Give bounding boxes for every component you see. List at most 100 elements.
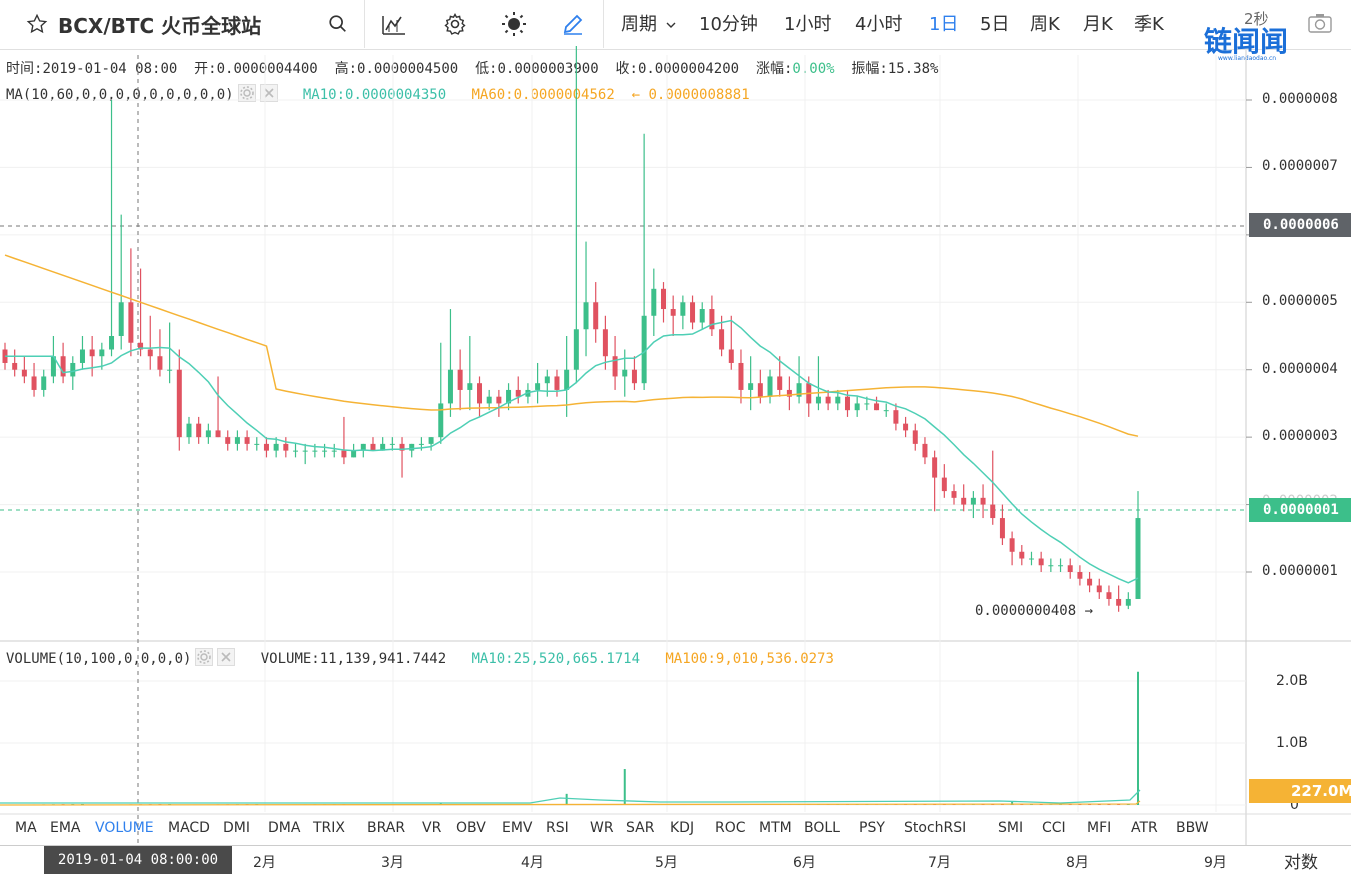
period-quarter[interactable]: 季K	[1134, 14, 1164, 35]
indicator-tab-smi[interactable]: SMI	[998, 820, 1024, 836]
indicator-tab-dmi[interactable]: DMI	[223, 820, 250, 836]
candle-body	[1125, 598, 1131, 606]
period-week[interactable]: 周K	[1030, 14, 1060, 35]
volume-value: VOLUME:11,139,941.7442	[260, 651, 447, 667]
indicator-tab-emv[interactable]: EMV	[502, 820, 533, 836]
indicator-tab-volume[interactable]: VOLUME	[95, 820, 154, 836]
candle-body	[50, 356, 56, 377]
pencil-draw-icon[interactable]	[558, 9, 588, 39]
symbol-title[interactable]: BCX/BTC 火币全球站	[58, 13, 262, 38]
search-icon[interactable]	[323, 9, 353, 39]
price-tick: 0.0000008	[1262, 91, 1338, 107]
volume-tick: 2.0B	[1276, 673, 1308, 689]
candle-body	[186, 423, 192, 438]
candle-body	[118, 302, 124, 336]
indicator-tab-stochrsi[interactable]: StochRSI	[904, 820, 967, 836]
indicator-tab-bbw[interactable]: BBW	[1176, 820, 1209, 836]
candle-body	[786, 389, 792, 397]
candle-body	[225, 437, 231, 444]
ma60-value: MA60:0.0000004562 ← 0.0000008881	[471, 87, 750, 103]
star-icon[interactable]	[22, 9, 52, 39]
candle-body	[389, 443, 395, 445]
volume-indicator-name: VOLUME(10,100,0,0,0,0)	[6, 651, 192, 667]
period-5d[interactable]: 5日	[980, 14, 1010, 35]
month-label: 6月	[793, 855, 816, 871]
ma-indicator-name: MA(10,60,0,0,0,0,0,0,0,0,0)	[6, 87, 234, 103]
volume-settings-button[interactable]	[195, 648, 214, 666]
indicator-tab-mtm[interactable]: MTM	[759, 820, 792, 836]
price-tick: 0.0000001	[1262, 563, 1338, 579]
indicator-tab-roc[interactable]: ROC	[715, 820, 746, 836]
candle-body	[631, 369, 637, 384]
candle-body	[1135, 518, 1141, 599]
candle-body	[612, 356, 618, 377]
open-value: 0.0000004400	[216, 61, 318, 77]
close-value: 0.0000004200	[637, 61, 740, 77]
candle-body	[215, 430, 221, 438]
candle-body	[109, 336, 115, 350]
period-10min[interactable]: 10分钟	[699, 14, 758, 35]
indicator-tab-dma[interactable]: DMA	[268, 820, 301, 836]
period-dropdown[interactable]: 周期	[621, 10, 676, 36]
amplitude-value: 15.38%	[887, 61, 939, 77]
period-1d[interactable]: 1日	[929, 14, 959, 35]
ma-close-button[interactable]	[259, 84, 278, 102]
candle-body	[622, 369, 628, 377]
indicator-tab-cci[interactable]: CCI	[1042, 820, 1066, 836]
chart-type-icon[interactable]	[379, 9, 409, 39]
candle-body	[602, 329, 608, 357]
indicator-tab-vr[interactable]: VR	[422, 820, 442, 836]
candle-body	[815, 396, 821, 404]
candle-body	[1009, 538, 1015, 552]
candlestick-chart[interactable]	[0, 0, 1351, 845]
ma10-line	[5, 319, 1139, 584]
period-2s-partial[interactable]: 2秒	[1244, 10, 1269, 28]
candle-body	[341, 450, 347, 458]
volume-ma10-line	[0, 789, 1141, 804]
period-4h[interactable]: 4小时	[855, 14, 903, 35]
candle-body	[370, 443, 376, 451]
candle-body	[970, 497, 976, 505]
indicator-tab-macd[interactable]: MACD	[168, 820, 210, 836]
indicator-tab-atr[interactable]: ATR	[1131, 820, 1158, 836]
indicator-tab-sar[interactable]: SAR	[626, 820, 655, 836]
change-value: 0.00%	[792, 61, 835, 77]
indicator-tab-mfi[interactable]: MFI	[1087, 820, 1112, 836]
volume-tick: 1.0B	[1276, 735, 1308, 751]
candle-body	[660, 288, 666, 310]
high-value: 0.0000004500	[357, 61, 459, 77]
indicator-tab-boll[interactable]: BOLL	[804, 820, 840, 836]
candle-body	[883, 410, 889, 412]
volume-close-button[interactable]	[217, 648, 236, 666]
indicator-tab-ema[interactable]: EMA	[50, 820, 81, 836]
candle-body	[302, 450, 308, 452]
indicator-tab-kdj[interactable]: KDJ	[670, 820, 695, 836]
period-month[interactable]: 月K	[1083, 14, 1113, 35]
candle-body	[244, 437, 250, 444]
candle-body	[409, 443, 415, 451]
ma-settings-button[interactable]	[237, 84, 256, 102]
gear-icon[interactable]	[440, 9, 470, 39]
indicator-tab-rsi[interactable]: RSI	[546, 820, 569, 836]
candle-body	[1116, 598, 1122, 606]
theme-sun-icon[interactable]	[499, 9, 529, 39]
month-label: 2月	[253, 855, 276, 871]
camera-icon[interactable]	[1305, 8, 1335, 38]
low-price-value: 0.0000000408	[975, 603, 1077, 619]
period-1h[interactable]: 1小时	[784, 14, 832, 35]
change-label: 涨幅:	[755, 61, 793, 77]
indicator-tab-ma[interactable]: MA	[15, 820, 37, 836]
candle-body	[535, 383, 541, 390]
indicator-tab-trix[interactable]: TRIX	[313, 820, 345, 836]
candle-body	[79, 349, 85, 363]
indicator-tab-brar[interactable]: BRAR	[367, 820, 406, 836]
candle-body	[709, 309, 715, 330]
indicator-tab-wr[interactable]: WR	[590, 820, 614, 836]
log-scale-button[interactable]: 对数	[1284, 853, 1318, 873]
indicator-tab-psy[interactable]: PSY	[859, 820, 885, 836]
candle-body	[670, 309, 676, 316]
candle-body	[738, 362, 744, 390]
crosshair-time-tag: 2019-01-04 08:00:00	[44, 846, 232, 874]
candle-body	[554, 376, 560, 390]
indicator-tab-obv[interactable]: OBV	[456, 820, 486, 836]
